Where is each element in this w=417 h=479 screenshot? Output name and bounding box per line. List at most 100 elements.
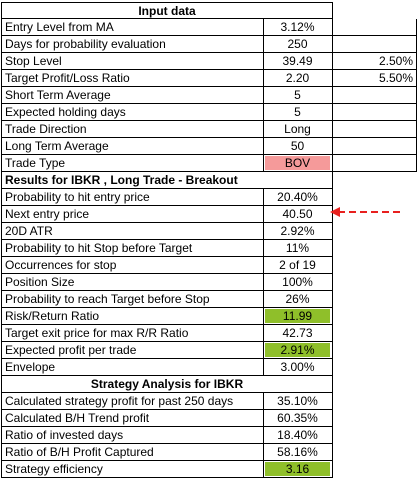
row-label-cell[interactable]: Probability to reach Target before Stop [1, 291, 264, 308]
row-value-cell[interactable]: 39.49 [263, 53, 333, 70]
row-label-cell[interactable]: Target Profit/Loss Ratio [1, 70, 264, 87]
row-value-text: 2 of 19 [279, 258, 316, 272]
row-label-cell[interactable]: Short Term Average [1, 87, 264, 104]
row-extra-cell[interactable] [333, 87, 417, 104]
row-value-cell[interactable]: 26% [263, 291, 333, 308]
row-value-cell[interactable]: 5 [263, 87, 333, 104]
row-label-cell[interactable]: Risk/Return Ratio [1, 308, 264, 325]
row-label-cell[interactable]: Probability to hit entry price [1, 189, 264, 206]
input-row: Short Term Average 5 [0, 87, 417, 104]
row-value-text: 2.91% [280, 343, 315, 357]
row-value-text: 50 [290, 139, 305, 153]
row-label-cell[interactable]: Ratio of B/H Profit Captured [1, 444, 264, 461]
row-value-text: 100% [282, 275, 313, 289]
row-value-cell[interactable]: 2 of 19 [263, 257, 333, 274]
row-label-cell[interactable]: Entry Level from MA [1, 19, 264, 36]
row-value-text: 11% [285, 241, 310, 255]
row-value-text: 39.49 [282, 54, 313, 68]
row-value-cell[interactable]: 100% [263, 274, 333, 291]
row-extra-cell[interactable] [333, 19, 417, 36]
row-extra-cell[interactable] [333, 121, 417, 138]
result-row: Envelope 3.00% [0, 359, 417, 376]
row-extra-cell[interactable]: 5.50% [333, 70, 417, 87]
result-row: Expected profit per trade 2.91% [0, 342, 417, 359]
row-value-cell[interactable]: 40.50 [263, 206, 333, 223]
strategy-row: Strategy efficiency 3.16 [0, 461, 417, 478]
row-label-cell[interactable]: Stop Level [1, 53, 264, 70]
row-label-cell[interactable]: Next entry price [1, 206, 264, 223]
result-row: Position Size 100% [0, 274, 417, 291]
row-value-cell[interactable]: 11% [263, 240, 333, 257]
row-value-text: Long [284, 122, 311, 136]
green-highlight-fill [265, 309, 330, 323]
row-value-text: 250 [287, 37, 308, 51]
row-label-cell[interactable]: Trade Direction [1, 121, 264, 138]
result-row: Probability to reach Target before Stop 2… [0, 291, 417, 308]
red-highlight-fill [265, 156, 330, 170]
input-row: Stop Level 39.49 2.50% [0, 53, 417, 70]
row-value-text: 40.50 [282, 207, 313, 221]
row-value-cell[interactable]: 2.20 [263, 70, 333, 87]
row-label-cell[interactable]: Calculated strategy profit for past 250 … [1, 393, 264, 410]
row-value-cell[interactable]: 50 [263, 138, 333, 155]
red-dashed-left-arrow-icon [330, 207, 404, 217]
row-label-cell[interactable]: Position Size [1, 274, 264, 291]
row-value-cell[interactable]: 35.10% [263, 393, 333, 410]
strategy-row: Ratio of invested days 18.40% [0, 427, 417, 444]
strategy-row: Calculated strategy profit for past 250 … [0, 393, 417, 410]
row-label-cell[interactable]: Ratio of invested days [1, 427, 264, 444]
row-value-cell[interactable]: 60.35% [263, 410, 333, 427]
row-value-cell[interactable]: 42.73 [263, 325, 333, 342]
row-value-cell[interactable]: Long [263, 121, 333, 138]
input-row: Days for probability evaluation 250 [0, 36, 417, 53]
row-label-cell[interactable]: Occurrences for stop [1, 257, 264, 274]
row-value-cell[interactable]: 3.00% [263, 359, 333, 376]
row-value-cell[interactable]: 58.16% [263, 444, 333, 461]
row-extra-cell[interactable] [333, 155, 417, 172]
row-value-cell[interactable]: 20.40% [263, 189, 333, 206]
row-value-text: 3.00% [280, 360, 315, 374]
result-row: Target exit price for max R/R Ratio 42.73 [0, 325, 417, 342]
row-label-cell[interactable]: Probability to hit Stop before Target [1, 240, 264, 257]
result-row: Occurrences for stop 2 of 19 [0, 257, 417, 274]
input-data-header: Input data [1, 2, 333, 19]
row-label-cell[interactable]: Expected holding days [1, 104, 264, 121]
row-value-cell[interactable]: 3.16 [263, 461, 333, 478]
row-value-cell[interactable]: 2.92% [263, 223, 333, 240]
row-extra-cell[interactable] [333, 36, 417, 53]
input-row: Trade Type BOV [0, 155, 417, 172]
input-row: Target Profit/Loss Ratio 2.20 5.50% [0, 70, 417, 87]
row-value-cell[interactable]: 2.91% [263, 342, 333, 359]
input-row: Expected holding days 5 [0, 104, 417, 121]
row-label-cell[interactable]: Envelope [1, 359, 264, 376]
row-value-text: 3.16 [285, 462, 310, 476]
green-highlight-fill [265, 462, 330, 476]
row-extra-cell[interactable]: 2.50% [333, 53, 417, 70]
row-label-cell[interactable]: Strategy efficiency [1, 461, 264, 478]
row-value-cell[interactable]: 11.99 [263, 308, 333, 325]
row-value-cell[interactable]: 18.40% [263, 427, 333, 444]
row-value-cell[interactable]: 5 [263, 104, 333, 121]
result-row: 20D ATR 2.92% [0, 223, 417, 240]
input-row: Entry Level from MA 3.12% [0, 19, 417, 36]
row-value-text: 3.12% [280, 20, 315, 34]
row-label-cell[interactable]: Target exit price for max R/R Ratio [1, 325, 264, 342]
row-label-cell[interactable]: Long Term Average [1, 138, 264, 155]
row-value-text: 5 [294, 88, 301, 102]
row-label-cell[interactable]: Days for probability evaluation [1, 36, 264, 53]
row-label-cell[interactable]: Calculated B/H Trend profit [1, 410, 264, 427]
input-row: Long Term Average 50 [0, 138, 417, 155]
row-extra-cell[interactable] [333, 138, 417, 155]
row-value-text: 20.40% [277, 190, 318, 204]
row-label-cell[interactable]: Trade Type [1, 155, 264, 172]
result-row: Next entry price 40.50 [0, 206, 417, 223]
row-label-cell[interactable]: 20D ATR [1, 223, 264, 240]
row-value-cell[interactable]: 250 [263, 36, 333, 53]
row-extra-cell[interactable] [333, 104, 417, 121]
result-row: Probability to hit Stop before Target 11% [0, 240, 417, 257]
result-row: Risk/Return Ratio 11.99 [0, 308, 417, 325]
row-label-cell[interactable]: Expected profit per trade [1, 342, 264, 359]
row-value-cell[interactable]: BOV [263, 155, 333, 172]
row-value-cell[interactable]: 3.12% [263, 19, 333, 36]
row-value-text: 5 [294, 105, 301, 119]
